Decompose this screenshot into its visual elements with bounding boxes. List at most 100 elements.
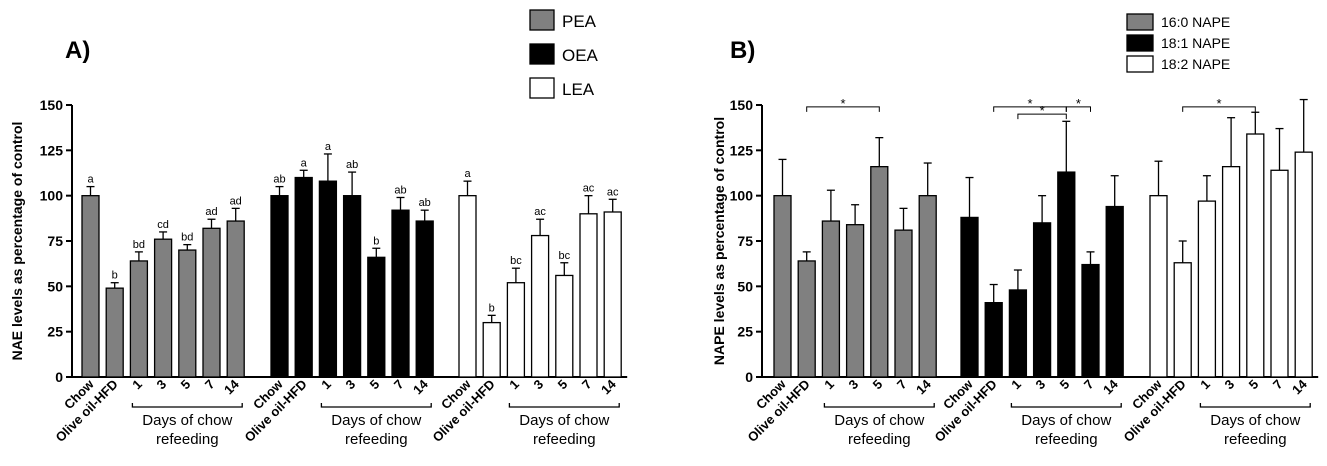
x-tick-label: 7 — [894, 377, 910, 393]
bar — [984, 302, 1003, 378]
y-tick-label: 0 — [55, 369, 63, 385]
bar — [1246, 133, 1265, 378]
significance-letter: ab — [419, 197, 431, 209]
legend-swatch — [529, 9, 555, 31]
y-tick-label: 150 — [40, 97, 64, 113]
x-tick-label: 1 — [506, 377, 522, 393]
day-bracket — [1199, 403, 1311, 408]
bar — [870, 166, 889, 378]
legend-swatch — [529, 43, 555, 65]
x-tick-label: 3 — [342, 377, 358, 393]
x-tick-label: 5 — [367, 377, 383, 393]
bracket-label-line2: refeeding — [848, 431, 911, 448]
x-tick-label: 1 — [821, 377, 837, 393]
significance-letter: ac — [534, 206, 546, 218]
x-tick-label: 5 — [1057, 377, 1073, 393]
bar — [1149, 195, 1168, 378]
significance-star: * — [1027, 96, 1032, 111]
y-tick-label: 25 — [47, 324, 63, 340]
significance-letter: ac — [583, 183, 595, 195]
y-tick-label: 100 — [40, 188, 64, 204]
significance-letter: bc — [558, 250, 570, 262]
y-tick-label: 125 — [40, 142, 64, 158]
day-bracket — [320, 403, 432, 408]
bar — [415, 220, 434, 378]
x-tick-label: 14 — [221, 376, 242, 397]
x-tick-label: 14 — [1100, 376, 1121, 397]
x-tick-label: 14 — [1289, 376, 1310, 397]
x-tick-label: 7 — [391, 377, 407, 393]
bracket-label-line2: refeeding — [1224, 431, 1287, 448]
legend-label: PEA — [562, 12, 597, 31]
bar — [773, 195, 792, 378]
bar — [845, 224, 865, 378]
significance-letter: a — [301, 157, 308, 169]
x-tick-label: 7 — [1081, 377, 1097, 393]
bar — [1105, 205, 1124, 378]
significance-letter: ad — [205, 206, 217, 218]
bar — [603, 211, 622, 378]
y-tick-label: 150 — [730, 97, 754, 113]
bar — [1081, 263, 1100, 378]
bar — [1270, 169, 1289, 378]
bar — [894, 229, 913, 378]
y-axis-title: NAPE levels as percentage of control — [711, 117, 727, 365]
bracket-label-line1: Days of chow — [519, 412, 609, 429]
bar — [153, 238, 173, 378]
significance-letter: bd — [181, 232, 193, 244]
significance-bracket — [1017, 113, 1067, 120]
panel-a: A) NAE levels as percentage of control 0 25… — [9, 9, 628, 448]
significance-letter: a — [325, 141, 332, 153]
x-tick-label: 3 — [1221, 377, 1237, 393]
y-tick-label: 125 — [730, 142, 754, 158]
y-axis-title: NAE levels as percentage of control — [9, 122, 25, 361]
bar — [821, 220, 841, 378]
significance-star: * — [1076, 96, 1081, 111]
bar — [1057, 171, 1076, 378]
x-tick-label: 1 — [318, 377, 334, 393]
legend-label: 18:2 NAPE — [1161, 56, 1230, 72]
y-tick-label: 50 — [47, 278, 63, 294]
bar — [797, 260, 816, 378]
legend-label: 18:1 NAPE — [1161, 35, 1230, 51]
x-tick-label: 1 — [129, 377, 145, 393]
x-tick-label: 3 — [153, 377, 169, 393]
bar — [129, 260, 149, 378]
significance-star: * — [840, 96, 845, 111]
day-bracket — [1010, 403, 1122, 408]
bar — [270, 195, 289, 378]
significance-letter: a — [87, 174, 94, 186]
bar — [458, 195, 477, 378]
bracket-label-line2: refeeding — [1035, 431, 1098, 448]
bar — [1221, 166, 1241, 378]
bar — [918, 195, 937, 378]
significance-letter: b — [373, 235, 379, 247]
x-tick-label: 3 — [845, 377, 861, 393]
significance-letter: ac — [607, 186, 619, 198]
bar — [506, 282, 526, 378]
significance-bracket — [1182, 106, 1256, 112]
bar — [178, 249, 197, 378]
bar — [530, 234, 550, 378]
x-tick-label: 14 — [913, 376, 934, 397]
significance-star: * — [1040, 103, 1045, 118]
legend-swatch — [1126, 34, 1154, 52]
significance-letter: bd — [133, 239, 145, 251]
significance-letter: ab — [394, 184, 406, 196]
x-tick-label: 3 — [1032, 377, 1048, 393]
bracket-label-line2: refeeding — [345, 431, 408, 448]
x-tick-label: 3 — [530, 377, 546, 393]
bar — [1173, 262, 1192, 378]
bar — [1032, 222, 1052, 378]
significance-letter: bc — [510, 255, 522, 267]
x-tick-label: 1 — [1008, 377, 1024, 393]
bar — [482, 321, 501, 378]
bracket-label-line1: Days of chow — [1021, 412, 1111, 429]
bar — [294, 176, 313, 378]
y-tick-label: 0 — [745, 369, 753, 385]
bar — [202, 227, 221, 378]
bar — [81, 195, 100, 378]
y-tick-label: 100 — [730, 188, 754, 204]
